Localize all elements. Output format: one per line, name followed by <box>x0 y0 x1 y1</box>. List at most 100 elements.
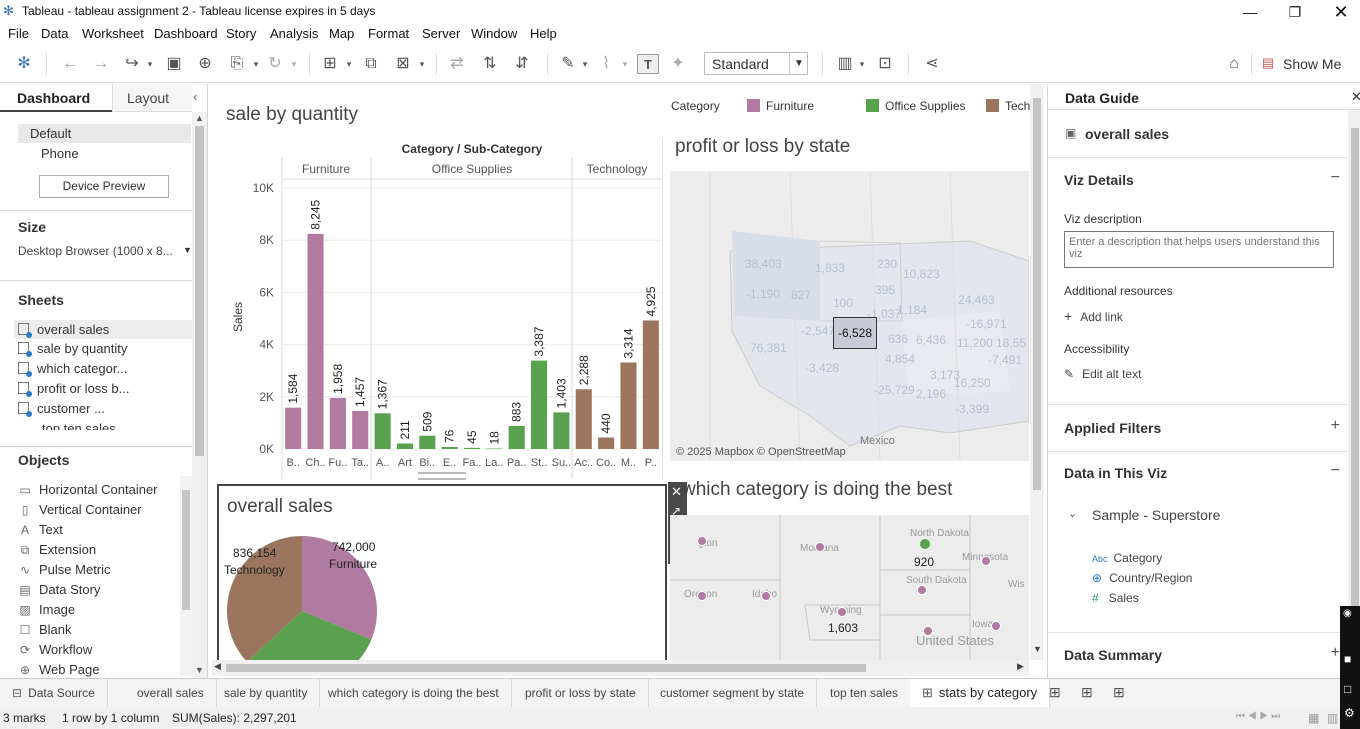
bar-9[interactable] <box>486 448 503 450</box>
tab-customer-segment[interactable]: customer segment by state <box>648 679 818 708</box>
sheet-top-ten-sales[interactable]: top ten sales <box>18 421 192 430</box>
canvas-vertical-scrollbar[interactable]: ▼ <box>1030 84 1044 660</box>
collapse-icon[interactable]: − <box>1330 462 1340 479</box>
bar-13[interactable] <box>575 389 592 449</box>
menu-format[interactable]: Format <box>368 26 410 41</box>
field-country-region[interactable]: ⊕ Country/Region <box>1092 571 1192 585</box>
chevron-down-icon[interactable]: ▾ <box>859 59 865 69</box>
undo-icon[interactable]: ← <box>62 55 78 72</box>
chevron-down-icon[interactable]: ▾ <box>291 59 297 69</box>
settings-icon[interactable]: ⚙ <box>1344 706 1355 720</box>
tab-stats-by-category[interactable]: ⊞ stats by category <box>910 679 1051 708</box>
pie-slice-technology[interactable] <box>227 536 302 662</box>
clear-sheet-icon[interactable]: ⊠ <box>396 55 410 72</box>
window-icon[interactable]: □ <box>1344 682 1352 696</box>
bar-12[interactable] <box>553 412 570 449</box>
sheet-customer[interactable]: customer ... <box>18 401 192 421</box>
menu-analysis[interactable]: Analysis <box>270 26 319 41</box>
sort-descending-icon[interactable]: ⇵ <box>515 55 529 72</box>
replay-icon[interactable]: ↪ <box>125 55 139 72</box>
menu-server[interactable]: Server <box>422 26 461 41</box>
scrollbar-thumb[interactable] <box>195 126 204 456</box>
tab-profit-or-loss[interactable]: profit or loss by state <box>513 679 649 708</box>
show-mark-labels-icon[interactable]: T <box>637 54 659 74</box>
object-workflow[interactable]: ⟳ Workflow <box>18 642 92 657</box>
close-window-button[interactable]: ✕ <box>1333 2 1349 22</box>
tableau-home-icon[interactable]: ✻ <box>17 55 31 72</box>
collapse-panel-icon[interactable]: ‹ <box>193 89 198 104</box>
map-category[interactable]: gtonMontanaNorth DakotaMinnesotaOregonId… <box>670 515 1029 660</box>
highlight-icon[interactable]: ✎ <box>561 55 575 72</box>
bar-16[interactable] <box>642 320 659 449</box>
pager-icons[interactable]: ⏮ ◀ ▶ ⏭ <box>1236 711 1281 722</box>
camera-icon[interactable]: ◉ <box>1343 608 1352 619</box>
pin-icon[interactable]: ✦ <box>671 55 685 72</box>
bar-4[interactable] <box>374 413 391 449</box>
chevron-down-icon[interactable]: ▾ <box>147 59 153 69</box>
object-vertical-container[interactable]: ▯ Vertical Container <box>18 502 142 517</box>
remove-icon[interactable]: ✕ <box>671 484 682 499</box>
device-phone[interactable]: Phone <box>41 146 79 161</box>
bar-6[interactable] <box>419 435 436 449</box>
map-dot-furniture[interactable] <box>815 542 825 552</box>
new-story-tab-icon[interactable]: ⊞ <box>1113 684 1125 700</box>
pie-slice-furniture[interactable] <box>302 536 378 640</box>
bar-1[interactable] <box>307 233 324 449</box>
object-extension[interactable]: ⧉ Extension <box>18 542 96 558</box>
data-summary-heading[interactable]: Data Summary <box>1064 647 1163 663</box>
tab-data-source[interactable]: ⊟ Data Source <box>0 679 108 708</box>
expand-icon[interactable]: + <box>1330 644 1340 661</box>
menu-file[interactable]: File <box>8 26 29 41</box>
map-dot-office-supplies[interactable] <box>920 539 930 549</box>
chevron-down-icon[interactable]: ▾ <box>346 59 352 69</box>
tab-sale-by-quantity[interactable]: sale by quantity <box>212 679 321 708</box>
fit-mode-select[interactable]: Standard ▼ <box>704 52 808 75</box>
sheet-which-category[interactable]: which categor... <box>18 361 192 381</box>
expand-icon[interactable]: + <box>1330 417 1340 434</box>
add-link-button[interactable]: + Add link <box>1064 308 1123 324</box>
map-dot-furniture[interactable] <box>917 585 927 595</box>
sort-ascending-icon[interactable]: ⇅ <box>483 55 497 72</box>
menu-map[interactable]: Map <box>329 26 355 41</box>
share-icon[interactable]: ⋖ <box>925 55 939 72</box>
legend-item-technology[interactable]: Tech <box>986 99 1030 113</box>
chevron-down-icon[interactable]: ▾ <box>622 59 628 69</box>
new-dashboard-tab-icon[interactable]: ⊞ <box>1081 684 1093 700</box>
menu-story[interactable]: Story <box>226 26 257 41</box>
pie-slice-office-supplies[interactable] <box>247 611 372 664</box>
map-dot-furniture[interactable] <box>697 536 707 546</box>
tab-dashboard[interactable]: Dashboard <box>0 84 112 112</box>
field-category[interactable]: Abc Category <box>1092 551 1162 565</box>
edit-alt-text-button[interactable]: ✎ Edit alt text <box>1064 367 1141 381</box>
video-icon[interactable]: ■ <box>1344 652 1352 666</box>
legend-item-office-supplies[interactable]: Office Supplies <box>866 99 966 113</box>
applied-filters-heading[interactable]: Applied Filters <box>1064 420 1162 436</box>
legend-item-furniture[interactable]: Furniture <box>747 99 814 113</box>
object-blank[interactable]: ☐ Blank <box>18 622 72 637</box>
bar-3[interactable] <box>352 410 369 449</box>
duplicate-icon[interactable]: ⧉ <box>365 55 377 72</box>
grid-view-icon[interactable]: ▦ <box>1308 711 1320 725</box>
object-pulse-metric[interactable]: ∿ Pulse Metric <box>18 562 111 577</box>
sheet-profit-or-loss[interactable]: profit or loss b... <box>18 381 192 401</box>
redo-icon[interactable]: → <box>93 55 109 72</box>
bar-14[interactable] <box>598 437 615 449</box>
pie-container[interactable]: overall sales 836,154 Technology 742,000… <box>217 484 667 664</box>
save-icon[interactable]: ▣ <box>166 55 182 72</box>
collapse-icon[interactable]: − <box>1330 169 1340 186</box>
refresh-icon[interactable]: ↻ <box>268 55 282 72</box>
sheet-overall-sales[interactable]: overall sales <box>14 320 192 339</box>
viz-description-input[interactable] <box>1064 231 1334 268</box>
minimize-button[interactable]: — <box>1243 4 1257 20</box>
map-profit-or-loss[interactable]: 38,403 1,833 230 10,823 -1,190 827 395 100 -1,03… <box>670 171 1029 461</box>
menu-data[interactable]: Data <box>41 26 69 41</box>
maximize-button[interactable]: ❐ <box>1288 4 1302 20</box>
menu-help[interactable]: Help <box>530 26 557 41</box>
object-text[interactable]: A Text <box>18 522 63 537</box>
size-select[interactable]: Desktop Browser (1000 x 8... ▼ <box>18 242 193 262</box>
bar-15[interactable] <box>620 362 637 449</box>
new-worksheet-tab-icon[interactable]: ⊞ <box>1049 684 1061 700</box>
attach-icon[interactable]: ⌇ <box>602 55 610 72</box>
bar-10[interactable] <box>508 425 525 449</box>
pause-updates-icon[interactable]: ⎘ <box>230 55 244 72</box>
